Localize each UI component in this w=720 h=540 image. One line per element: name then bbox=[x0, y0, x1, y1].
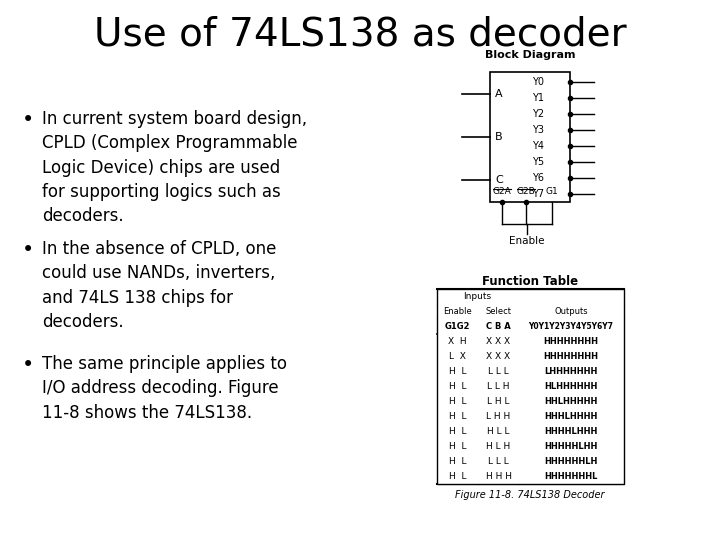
Text: •: • bbox=[22, 110, 35, 130]
Text: HLHHHHHH: HLHHHHHH bbox=[544, 382, 598, 391]
Text: •: • bbox=[22, 355, 35, 375]
Text: In the absence of CPLD, one
could use NANDs, inverters,
and 74LS 138 chips for
d: In the absence of CPLD, one could use NA… bbox=[42, 240, 276, 331]
Text: Inputs: Inputs bbox=[464, 292, 492, 301]
Text: G2A: G2A bbox=[492, 187, 511, 196]
Text: Y7: Y7 bbox=[532, 189, 544, 199]
Bar bbox=[490, 72, 570, 202]
Text: Outputs: Outputs bbox=[554, 307, 588, 316]
Text: •: • bbox=[22, 240, 35, 260]
Text: L L H: L L H bbox=[487, 382, 510, 391]
Text: HHHHLHHH: HHHHLHHH bbox=[544, 427, 598, 436]
Text: Select: Select bbox=[485, 307, 511, 316]
Text: L  X: L X bbox=[449, 352, 466, 361]
Text: H  L: H L bbox=[449, 472, 467, 481]
Text: G2B: G2B bbox=[517, 187, 536, 196]
Text: HHHHHLHH: HHHHHLHH bbox=[544, 442, 598, 451]
Text: Y0: Y0 bbox=[532, 77, 544, 87]
Text: Y4: Y4 bbox=[532, 141, 544, 151]
Text: Y5: Y5 bbox=[532, 157, 544, 167]
Text: H  L: H L bbox=[449, 397, 467, 406]
Text: X X X: X X X bbox=[487, 352, 510, 361]
Text: LHHHHHHH: LHHHHHHH bbox=[544, 367, 598, 376]
Text: HHLHHHHH: HHLHHHHH bbox=[544, 397, 598, 406]
Text: H  L: H L bbox=[449, 442, 467, 451]
Text: H  L: H L bbox=[449, 412, 467, 421]
Text: HHHLHHHH: HHHLHHHH bbox=[544, 412, 598, 421]
Text: HHHHHHHL: HHHHHHHL bbox=[544, 472, 598, 481]
Text: L H H: L H H bbox=[487, 412, 510, 421]
Text: Enable: Enable bbox=[443, 307, 472, 316]
Text: L L L: L L L bbox=[488, 457, 509, 466]
Text: HHHHHHLH: HHHHHHLH bbox=[544, 457, 598, 466]
Text: X X X: X X X bbox=[487, 337, 510, 346]
Text: Figure 11-8. 74LS138 Decoder: Figure 11-8. 74LS138 Decoder bbox=[455, 490, 605, 500]
Text: H L H: H L H bbox=[487, 442, 510, 451]
Text: C B A: C B A bbox=[486, 322, 511, 331]
Text: L L L: L L L bbox=[488, 367, 509, 376]
Text: Block Diagram: Block Diagram bbox=[485, 50, 575, 60]
Text: H  L: H L bbox=[449, 367, 467, 376]
Text: C: C bbox=[495, 175, 503, 185]
Text: Y3: Y3 bbox=[532, 125, 544, 135]
Text: X  H: X H bbox=[448, 337, 467, 346]
Text: L H L: L H L bbox=[487, 397, 510, 406]
Text: HHHHHHHH: HHHHHHHH bbox=[544, 337, 598, 346]
Text: HHHHHHHH: HHHHHHHH bbox=[544, 352, 598, 361]
Text: Enable: Enable bbox=[509, 236, 545, 246]
Text: The same principle applies to
I/O address decoding. Figure
11-8 shows the 74LS13: The same principle applies to I/O addres… bbox=[42, 355, 287, 422]
Text: H  L: H L bbox=[449, 382, 467, 391]
Text: A: A bbox=[495, 89, 503, 99]
Text: Function Table: Function Table bbox=[482, 275, 578, 288]
Text: Use of 74LS138 as decoder: Use of 74LS138 as decoder bbox=[94, 15, 626, 53]
Text: Y6: Y6 bbox=[532, 173, 544, 183]
Text: H  L: H L bbox=[449, 427, 467, 436]
Text: H L L: H L L bbox=[487, 427, 510, 436]
Text: H  L: H L bbox=[449, 457, 467, 466]
Text: G1G2: G1G2 bbox=[445, 322, 470, 331]
Text: Y0Y1Y2Y3Y4Y5Y6Y7: Y0Y1Y2Y3Y4Y5Y6Y7 bbox=[528, 322, 613, 331]
Text: Y2: Y2 bbox=[532, 109, 544, 119]
Bar bbox=[436, 289, 624, 484]
Text: Y1: Y1 bbox=[532, 93, 544, 103]
Text: G1: G1 bbox=[546, 187, 559, 196]
Text: In current system board design,
CPLD (Complex Programmable
Logic Device) chips a: In current system board design, CPLD (Co… bbox=[42, 110, 307, 225]
Text: B: B bbox=[495, 132, 503, 142]
Text: H H H: H H H bbox=[485, 472, 511, 481]
